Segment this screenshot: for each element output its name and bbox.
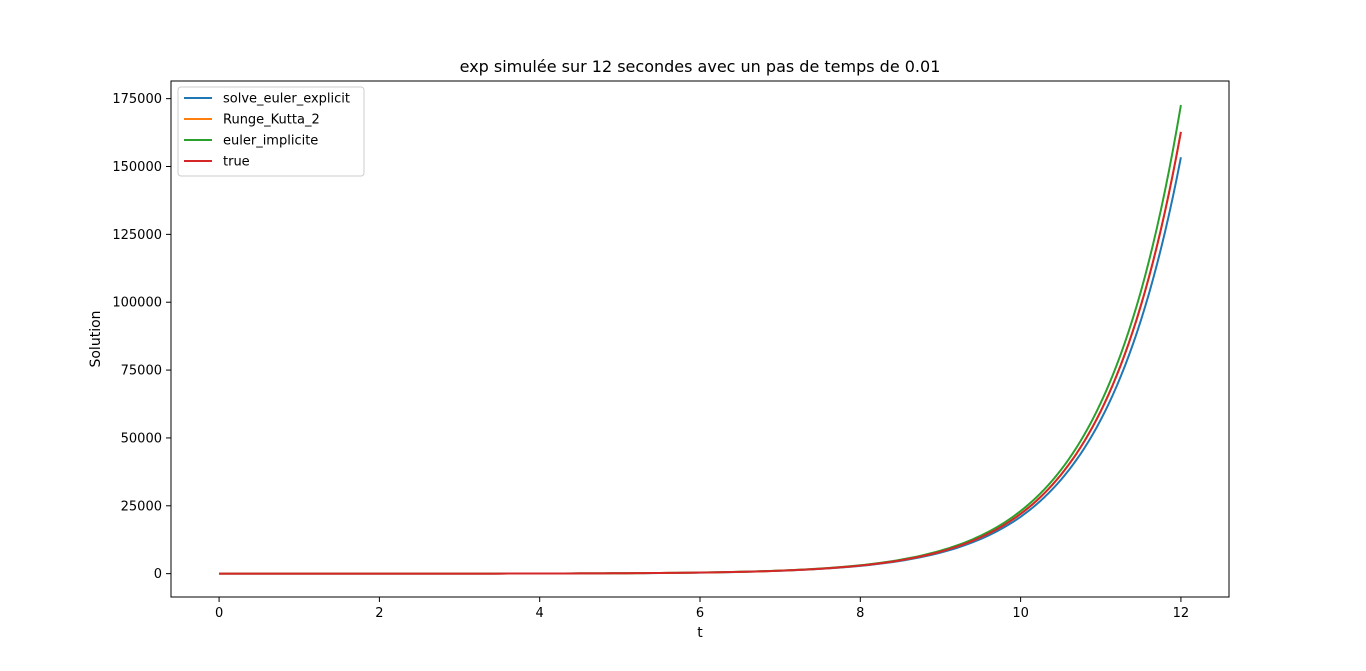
series-line-true bbox=[219, 131, 1182, 575]
x-tick-label: 8 bbox=[856, 606, 864, 621]
y-tick-label: 100000 bbox=[112, 296, 162, 311]
x-tick-label: 4 bbox=[536, 606, 544, 621]
chart-title: exp simulée sur 12 secondes avec un pas … bbox=[460, 57, 941, 76]
x-tick-label: 2 bbox=[375, 606, 383, 621]
legend-box bbox=[177, 86, 365, 177]
legend: solve_euler_explicit Runge_Kutta_2 euler_i… bbox=[177, 86, 365, 177]
y-tick-label: 25000 bbox=[121, 499, 162, 514]
x-tick-label: 6 bbox=[696, 606, 704, 621]
legend-entry-label: true bbox=[223, 155, 250, 170]
y-axis-label: Solution bbox=[88, 310, 104, 367]
y-tick-label: 50000 bbox=[121, 431, 162, 446]
y-axis: 0 25000 50000 75000 100000 125000 150000 175000 bbox=[112, 92, 171, 582]
series-lines bbox=[219, 104, 1182, 575]
legend-entry-label: solve_euler_explicit bbox=[223, 92, 350, 107]
y-tick-label: 0 bbox=[154, 567, 162, 582]
x-axis: 0 2 4 6 8 10 12 bbox=[215, 597, 1189, 621]
x-tick-label: 0 bbox=[215, 606, 223, 621]
legend-entry-label: euler_implicite bbox=[223, 134, 318, 149]
x-tick-label: 10 bbox=[1012, 606, 1029, 621]
y-tick-label: 125000 bbox=[112, 228, 162, 243]
y-tick-label: 150000 bbox=[112, 160, 162, 175]
x-tick-label: 12 bbox=[1173, 606, 1190, 621]
y-tick-label: 75000 bbox=[121, 364, 162, 379]
x-axis-label: t bbox=[697, 625, 703, 641]
legend-entry-label: Runge_Kutta_2 bbox=[223, 113, 320, 128]
y-tick-label: 175000 bbox=[112, 92, 162, 107]
